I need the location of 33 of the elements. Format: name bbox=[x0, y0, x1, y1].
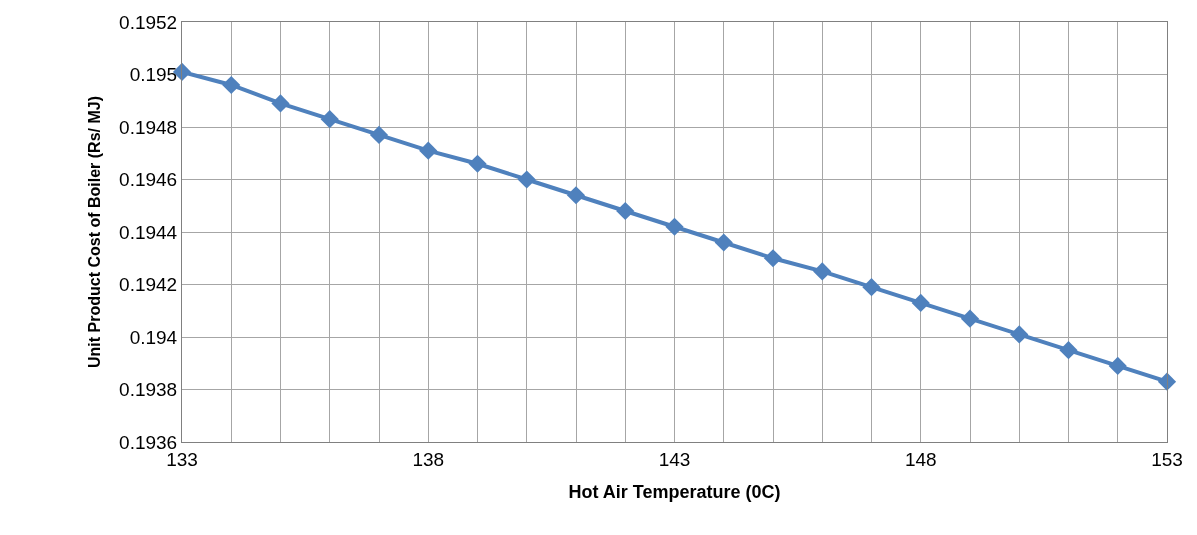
y-tick-label: 0.1948 bbox=[119, 116, 178, 138]
point bbox=[813, 262, 832, 281]
x-tick-label: 138 bbox=[412, 448, 445, 470]
point bbox=[665, 217, 684, 236]
point bbox=[911, 293, 930, 312]
y-tick-label: 0.1952 bbox=[119, 11, 178, 33]
y-tick-label: 0.1944 bbox=[119, 221, 178, 243]
point bbox=[960, 309, 980, 328]
point bbox=[468, 154, 487, 173]
x-axis-title: Hot Air Temperature (0C) bbox=[568, 481, 781, 502]
point bbox=[320, 110, 339, 129]
x-tick-label: 143 bbox=[658, 448, 691, 470]
point bbox=[222, 75, 241, 95]
point bbox=[566, 186, 586, 205]
point bbox=[517, 170, 536, 189]
x-tick-label: 153 bbox=[1151, 448, 1183, 470]
y-tick-label: 0.1942 bbox=[119, 274, 178, 296]
point bbox=[1108, 356, 1127, 375]
point bbox=[862, 278, 881, 297]
point bbox=[369, 125, 389, 144]
point bbox=[1010, 325, 1029, 344]
y-tick-label: 0.1946 bbox=[119, 169, 178, 191]
y-axis-title: Unit Product Cost of Boiler (Rs/ MJ) bbox=[85, 96, 103, 368]
point bbox=[271, 94, 290, 113]
y-tick-label: 0.1938 bbox=[119, 379, 178, 401]
point bbox=[616, 201, 635, 221]
point bbox=[1059, 341, 1078, 360]
point bbox=[714, 233, 733, 252]
x-tick-label: 148 bbox=[904, 448, 937, 470]
y-tick-label: 0.194 bbox=[129, 326, 178, 348]
y-tick-label: 0.195 bbox=[129, 64, 178, 86]
point bbox=[419, 141, 438, 160]
point bbox=[763, 249, 783, 268]
